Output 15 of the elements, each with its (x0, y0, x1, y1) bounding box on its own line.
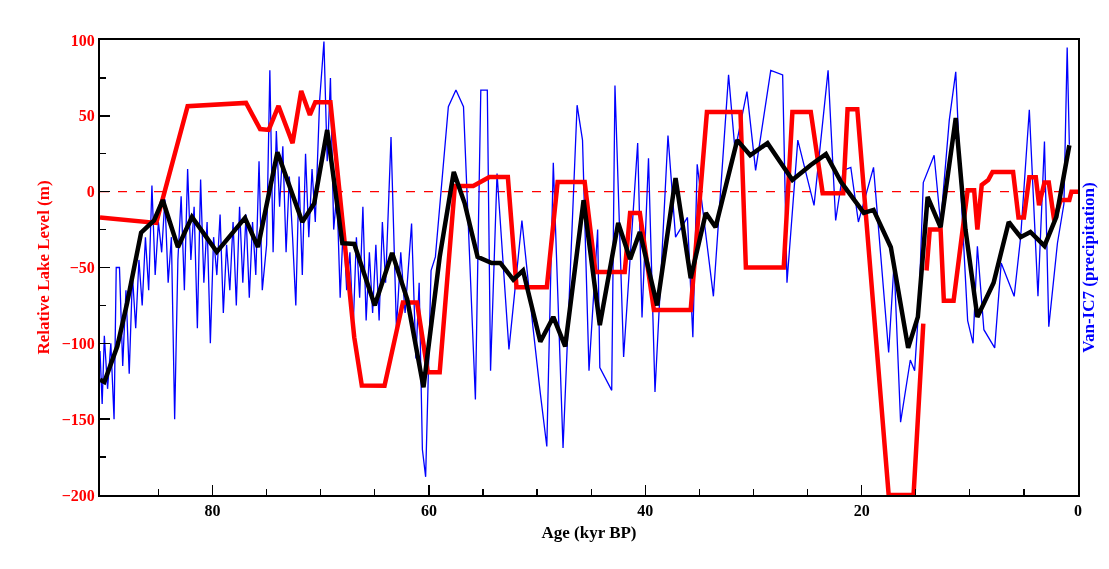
y-tick-label: 0 (86, 183, 95, 201)
y2-axis-title: Van-IC7 (precipitation) (1079, 182, 1099, 353)
y-tick-label: −150 (61, 410, 95, 428)
x-axis-title: Age (kyr BP) (541, 523, 637, 543)
y-tick-label: 100 (70, 31, 95, 49)
y-tick-label: −200 (61, 486, 95, 504)
x-tick-label: 60 (420, 502, 437, 520)
x-tick-label: 0 (1074, 502, 1082, 520)
y-tick-label: −50 (69, 259, 95, 277)
y-tick-label: 50 (78, 107, 95, 125)
y-tick-label: −100 (61, 334, 95, 352)
y-axis-title: Relative Lake Level (m) (33, 180, 53, 355)
x-tick-label: 80 (204, 502, 221, 520)
x-tick-label: 20 (853, 502, 870, 520)
x-tick-label: 40 (637, 502, 654, 520)
